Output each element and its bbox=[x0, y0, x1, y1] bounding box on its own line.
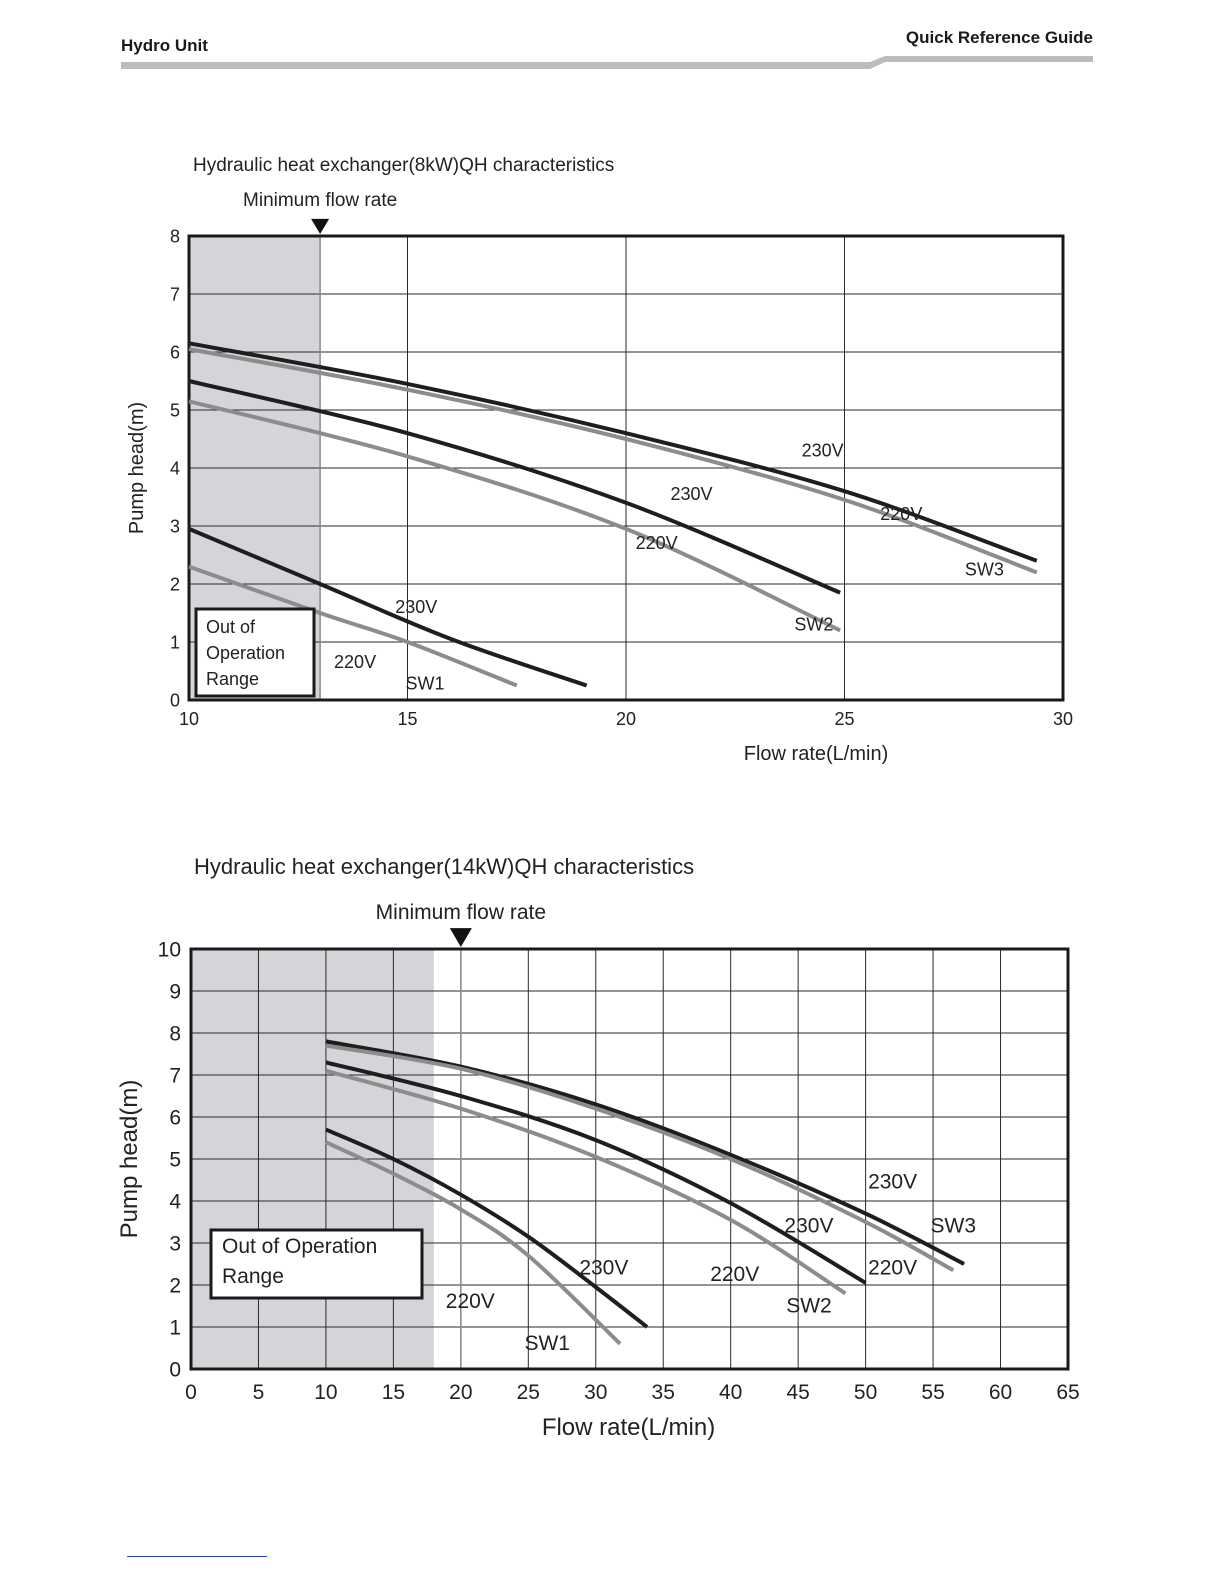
y-tick-label: 5 bbox=[169, 1148, 181, 1171]
y-tick-label: 0 bbox=[170, 690, 180, 710]
curve-sw3-230v bbox=[188, 341, 1038, 563]
x-tick-label: 5 bbox=[253, 1381, 265, 1404]
plot-frame bbox=[187, 234, 1065, 702]
document-guide-title: Quick Reference Guide bbox=[905, 28, 1093, 47]
curve-sw1-220v bbox=[188, 564, 518, 688]
x-tick-label: 40 bbox=[719, 1381, 742, 1404]
x-tick-label: 65 bbox=[1056, 1381, 1079, 1404]
minimum-flow-label: Minimum flow rate bbox=[376, 901, 546, 924]
out-of-range-label: Range bbox=[222, 1265, 284, 1288]
out-of-range-box bbox=[194, 607, 316, 698]
curve-sw2-230v bbox=[188, 379, 841, 595]
x-tick-label: 50 bbox=[854, 1381, 877, 1404]
y-tick-label: 2 bbox=[170, 574, 180, 594]
document-section-title: Hydro Unit bbox=[121, 36, 208, 55]
curve-sw3-230v bbox=[325, 1039, 966, 1266]
curve-label: SW1 bbox=[524, 1332, 570, 1355]
x-tick-label: 15 bbox=[397, 709, 417, 729]
curve-label: 230V bbox=[784, 1215, 833, 1238]
curve-label: 220V bbox=[710, 1263, 759, 1286]
chart-8kw-svg: Hydraulic heat exchanger(8kW)QH characte… bbox=[126, 155, 1073, 765]
y-tick-label: 4 bbox=[169, 1190, 181, 1213]
curve-sw2-230v bbox=[325, 1060, 867, 1285]
y-tick-label: 3 bbox=[170, 516, 180, 536]
x-tick-label: 55 bbox=[921, 1381, 944, 1404]
chart-14kw: Hydraulic heat exchanger(14kW)QH charact… bbox=[0, 845, 1225, 1460]
y-tick-label: 3 bbox=[169, 1232, 181, 1255]
curve-label: SW1 bbox=[405, 674, 444, 694]
x-tick-label: 30 bbox=[584, 1381, 607, 1404]
out-of-range-label: Operation bbox=[206, 643, 285, 663]
out-of-range-label: Range bbox=[206, 669, 259, 689]
x-tick-label: 20 bbox=[616, 709, 636, 729]
page-header: Hydro Unit Quick Reference Guide bbox=[0, 0, 1225, 80]
out-of-range-label: Out of Operation bbox=[222, 1235, 377, 1258]
y-tick-label: 4 bbox=[170, 458, 180, 478]
out-of-range-label: Out of bbox=[206, 617, 256, 637]
curve-label: SW2 bbox=[786, 1294, 832, 1317]
curve-sw1-230v bbox=[188, 527, 588, 688]
curve-sw3-220v bbox=[325, 1043, 955, 1273]
x-tick-label: 20 bbox=[449, 1381, 472, 1404]
header-rule bbox=[121, 56, 1093, 69]
curve-label: 220V bbox=[868, 1257, 917, 1280]
y-tick-label: 1 bbox=[169, 1316, 181, 1339]
x-tick-label: 45 bbox=[786, 1381, 809, 1404]
curve-sw2-220v bbox=[188, 399, 841, 633]
y-tick-label: 0 bbox=[169, 1358, 181, 1381]
x-tick-label: 60 bbox=[989, 1381, 1012, 1404]
chart-8kw: Hydraulic heat exchanger(8kW)QH characte… bbox=[0, 140, 1225, 785]
y-tick-label: 8 bbox=[169, 1022, 181, 1045]
curve-sw2-220v bbox=[325, 1068, 847, 1296]
x-tick-label: 15 bbox=[382, 1381, 405, 1404]
y-tick-label: 10 bbox=[158, 938, 181, 961]
x-tick-label: 10 bbox=[179, 709, 199, 729]
x-axis-label: Flow rate(L/min) bbox=[744, 743, 888, 765]
y-tick-label: 6 bbox=[169, 1106, 181, 1129]
curve-label: 230V bbox=[868, 1170, 917, 1193]
curve-label: 220V bbox=[880, 504, 922, 524]
curve-label: SW3 bbox=[931, 1215, 977, 1238]
x-axis-label: Flow rate(L/min) bbox=[542, 1414, 715, 1441]
curve-sw1-220v bbox=[325, 1140, 622, 1346]
curve-label: SW3 bbox=[965, 559, 1004, 579]
footer-link-line bbox=[127, 1556, 267, 1557]
minimum-flow-marker bbox=[311, 218, 330, 234]
minimum-flow-label: Minimum flow rate bbox=[243, 190, 397, 211]
chart-14kw-svg: Hydraulic heat exchanger(14kW)QH charact… bbox=[116, 854, 1080, 1441]
y-tick-label: 8 bbox=[170, 226, 180, 246]
curve-label: 220V bbox=[636, 533, 678, 553]
curve-label: 220V bbox=[446, 1290, 495, 1313]
y-tick-label: 2 bbox=[169, 1274, 181, 1297]
curve-label: 230V bbox=[671, 484, 713, 504]
curve-label: 230V bbox=[579, 1257, 628, 1280]
y-tick-label: 6 bbox=[170, 342, 180, 362]
curve-label: 230V bbox=[395, 597, 437, 617]
x-tick-label: 35 bbox=[652, 1381, 675, 1404]
x-tick-label: 10 bbox=[314, 1381, 337, 1404]
y-tick-label: 5 bbox=[170, 400, 180, 420]
x-tick-label: 25 bbox=[517, 1381, 540, 1404]
plot-frame bbox=[189, 947, 1070, 1371]
x-tick-label: 30 bbox=[1053, 709, 1073, 729]
minimum-flow-marker bbox=[449, 928, 472, 947]
y-axis-label: Pump head(m) bbox=[126, 402, 148, 534]
curve-label: 230V bbox=[802, 440, 844, 460]
curve-label: SW2 bbox=[794, 614, 833, 634]
x-tick-label: 25 bbox=[834, 709, 854, 729]
y-tick-label: 7 bbox=[169, 1064, 181, 1087]
y-tick-label: 1 bbox=[170, 632, 180, 652]
curve-label: 220V bbox=[334, 652, 376, 672]
y-tick-label: 7 bbox=[170, 284, 180, 304]
chart-title: Hydraulic heat exchanger(14kW)QH charact… bbox=[194, 854, 694, 879]
y-tick-label: 9 bbox=[169, 980, 181, 1003]
x-tick-label: 0 bbox=[185, 1381, 197, 1404]
curve-sw1-230v bbox=[325, 1127, 649, 1329]
y-axis-label: Pump head(m) bbox=[116, 1080, 143, 1239]
out-of-range-box bbox=[209, 1228, 424, 1300]
curve-sw3-220v bbox=[188, 347, 1038, 575]
chart-title: Hydraulic heat exchanger(8kW)QH characte… bbox=[193, 155, 614, 176]
